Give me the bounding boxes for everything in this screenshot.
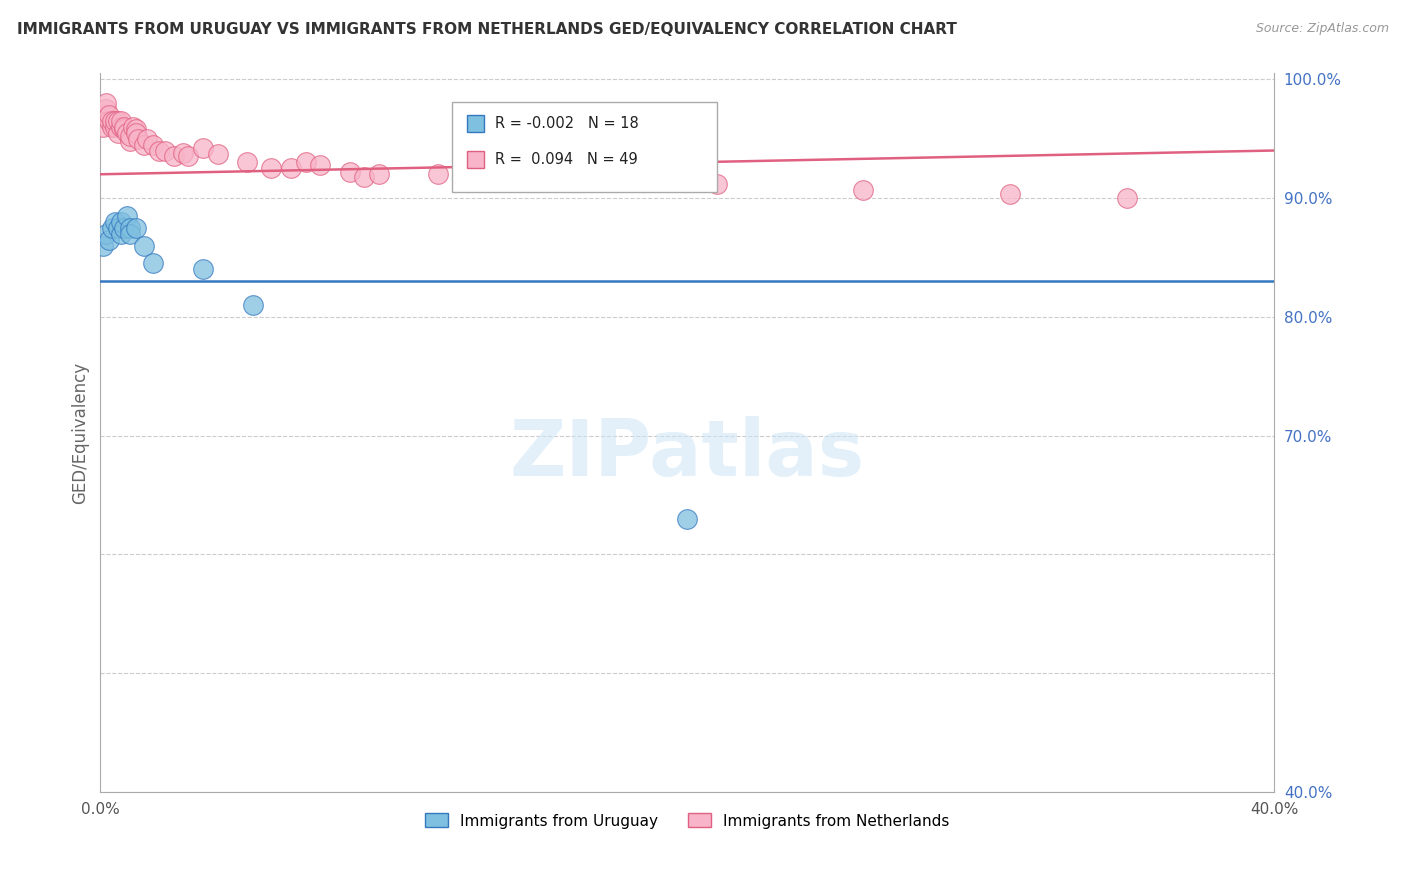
Point <box>259 161 281 176</box>
Point <box>617 173 640 187</box>
Point <box>368 167 391 181</box>
Point <box>115 126 138 140</box>
Point <box>142 256 165 270</box>
Point <box>104 120 127 134</box>
Point <box>426 167 449 181</box>
Point <box>104 215 127 229</box>
FancyBboxPatch shape <box>453 102 717 192</box>
Point <box>91 120 114 134</box>
Point <box>96 227 118 241</box>
Point <box>142 137 165 152</box>
Point <box>163 149 186 163</box>
Point <box>1116 191 1139 205</box>
Point <box>115 209 138 223</box>
Point <box>118 227 141 241</box>
Point <box>588 173 610 187</box>
Point <box>96 102 118 116</box>
Point <box>136 131 159 145</box>
Point <box>124 122 146 136</box>
Point <box>98 113 121 128</box>
Point <box>676 512 699 526</box>
Point <box>110 120 132 134</box>
Point <box>207 147 229 161</box>
Point <box>172 145 194 160</box>
Point <box>124 220 146 235</box>
Point <box>339 165 361 179</box>
Point <box>110 215 132 229</box>
FancyBboxPatch shape <box>467 151 485 169</box>
Point <box>852 183 875 197</box>
Point <box>191 262 214 277</box>
Text: ZIPatlas: ZIPatlas <box>510 417 865 492</box>
Point <box>112 220 135 235</box>
FancyBboxPatch shape <box>467 115 485 132</box>
Point <box>280 161 302 176</box>
Point <box>134 238 156 252</box>
Text: R =  0.094   N = 49: R = 0.094 N = 49 <box>495 152 638 167</box>
Point <box>118 220 141 235</box>
Point <box>101 113 124 128</box>
Point <box>121 120 143 134</box>
Point <box>107 126 129 140</box>
Point <box>96 95 118 110</box>
Point <box>236 155 259 169</box>
Text: Source: ZipAtlas.com: Source: ZipAtlas.com <box>1256 22 1389 36</box>
Point <box>706 177 728 191</box>
Point <box>101 120 124 134</box>
Point <box>110 227 132 241</box>
Point <box>294 155 316 169</box>
Text: R = -0.002   N = 18: R = -0.002 N = 18 <box>495 116 638 131</box>
Point <box>98 233 121 247</box>
Y-axis label: GED/Equivalency: GED/Equivalency <box>72 361 89 504</box>
Point <box>309 158 332 172</box>
Point <box>191 141 214 155</box>
Point <box>107 113 129 128</box>
Point <box>134 137 156 152</box>
Point <box>177 149 200 163</box>
Point <box>98 108 121 122</box>
Point <box>558 169 581 184</box>
Point <box>153 144 176 158</box>
Point <box>353 169 375 184</box>
Point <box>242 298 264 312</box>
Point <box>118 134 141 148</box>
Text: IMMIGRANTS FROM URUGUAY VS IMMIGRANTS FROM NETHERLANDS GED/EQUIVALENCY CORRELATI: IMMIGRANTS FROM URUGUAY VS IMMIGRANTS FR… <box>17 22 956 37</box>
Point <box>118 129 141 144</box>
Point <box>112 122 135 136</box>
Point <box>101 220 124 235</box>
Point <box>124 126 146 140</box>
Point <box>998 187 1021 202</box>
Point <box>91 238 114 252</box>
Point <box>107 220 129 235</box>
Point <box>112 120 135 134</box>
Legend: Immigrants from Uruguay, Immigrants from Netherlands: Immigrants from Uruguay, Immigrants from… <box>419 807 956 835</box>
Point <box>128 131 150 145</box>
Point <box>91 108 114 122</box>
Point <box>148 144 170 158</box>
Point <box>110 113 132 128</box>
Point <box>104 113 127 128</box>
